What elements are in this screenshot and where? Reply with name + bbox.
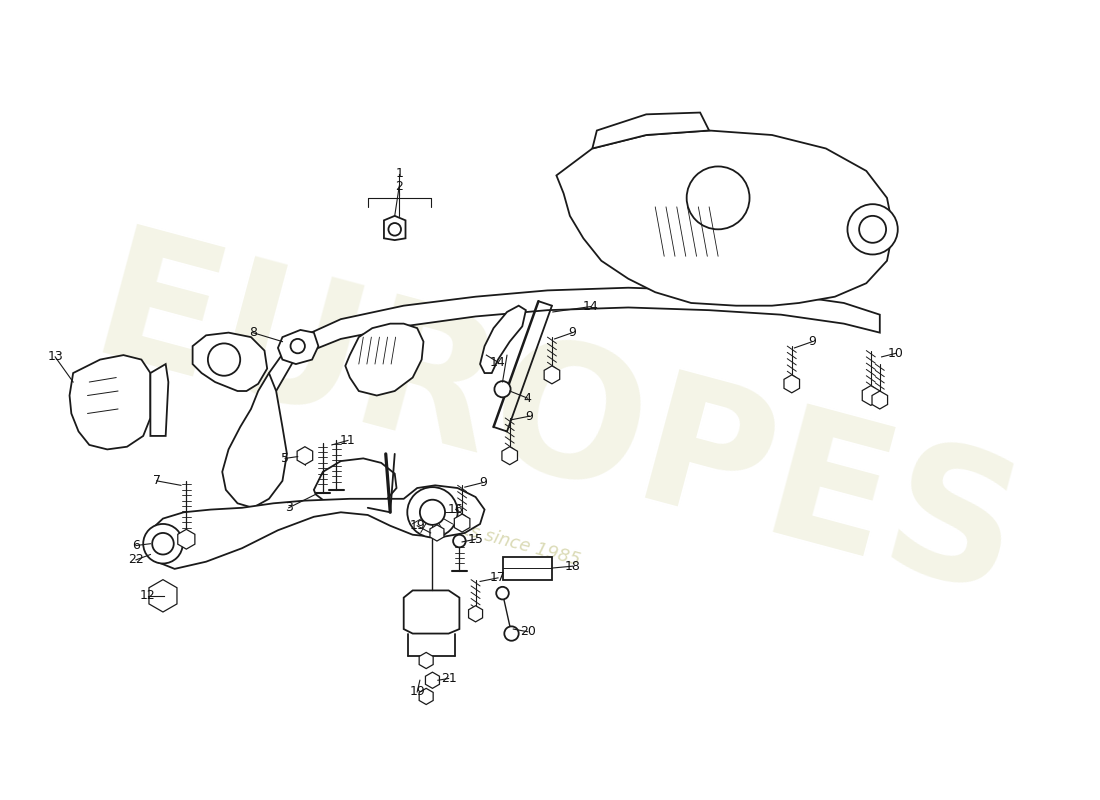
Text: 13: 13 — [47, 350, 63, 363]
Text: 12: 12 — [140, 590, 155, 602]
Polygon shape — [345, 324, 424, 395]
Circle shape — [504, 626, 519, 641]
Polygon shape — [430, 525, 444, 541]
Polygon shape — [784, 375, 800, 393]
Circle shape — [290, 339, 305, 354]
Text: 9: 9 — [526, 410, 534, 422]
Text: 10: 10 — [888, 346, 904, 360]
Text: 9: 9 — [569, 326, 576, 339]
Text: 22: 22 — [128, 554, 144, 566]
Polygon shape — [502, 446, 517, 465]
Polygon shape — [270, 288, 880, 391]
Text: 6: 6 — [132, 539, 140, 552]
Text: 18: 18 — [564, 560, 581, 573]
Circle shape — [388, 223, 401, 236]
Text: 1: 1 — [395, 167, 404, 180]
Polygon shape — [419, 688, 433, 705]
Text: 3: 3 — [285, 502, 293, 514]
Circle shape — [407, 487, 458, 538]
Polygon shape — [178, 530, 195, 549]
Polygon shape — [862, 386, 879, 406]
Polygon shape — [872, 391, 888, 409]
Text: 19: 19 — [409, 686, 425, 698]
Text: 21: 21 — [441, 672, 456, 685]
Polygon shape — [454, 514, 470, 532]
Polygon shape — [544, 366, 560, 384]
Text: a passion for parts since 1985: a passion for parts since 1985 — [315, 482, 582, 570]
Text: 19: 19 — [409, 519, 425, 532]
Text: 5: 5 — [282, 452, 289, 465]
Circle shape — [152, 533, 174, 554]
Polygon shape — [147, 486, 485, 569]
Text: 9: 9 — [808, 335, 816, 348]
Text: EUROPES: EUROPES — [76, 219, 1037, 634]
Text: 15: 15 — [468, 533, 484, 546]
Text: 20: 20 — [519, 626, 536, 638]
Polygon shape — [503, 557, 552, 580]
Circle shape — [494, 381, 510, 398]
Polygon shape — [480, 306, 526, 373]
Polygon shape — [69, 355, 151, 450]
Polygon shape — [419, 653, 433, 669]
Text: 4: 4 — [524, 392, 531, 405]
Text: 14: 14 — [583, 300, 598, 313]
Polygon shape — [404, 590, 460, 634]
Circle shape — [686, 166, 749, 230]
Circle shape — [496, 587, 509, 599]
Circle shape — [420, 500, 446, 525]
Polygon shape — [384, 216, 406, 240]
Polygon shape — [557, 130, 893, 306]
Text: 8: 8 — [249, 326, 256, 339]
Text: 9: 9 — [478, 476, 486, 489]
Text: 11: 11 — [340, 434, 356, 447]
Circle shape — [208, 343, 240, 376]
Polygon shape — [151, 364, 168, 436]
Circle shape — [859, 216, 887, 243]
Circle shape — [143, 524, 183, 563]
Text: 7: 7 — [153, 474, 161, 487]
Circle shape — [847, 204, 898, 254]
Polygon shape — [314, 458, 396, 510]
Text: 14: 14 — [491, 356, 506, 369]
Text: 2: 2 — [395, 180, 404, 193]
Polygon shape — [278, 330, 318, 364]
Polygon shape — [469, 606, 483, 622]
Polygon shape — [222, 373, 287, 508]
Polygon shape — [426, 672, 440, 688]
Polygon shape — [592, 113, 710, 149]
Circle shape — [453, 534, 465, 547]
Text: 17: 17 — [491, 571, 506, 584]
Polygon shape — [148, 580, 177, 612]
Text: 16: 16 — [448, 503, 464, 516]
Polygon shape — [192, 333, 267, 391]
Polygon shape — [297, 446, 312, 465]
